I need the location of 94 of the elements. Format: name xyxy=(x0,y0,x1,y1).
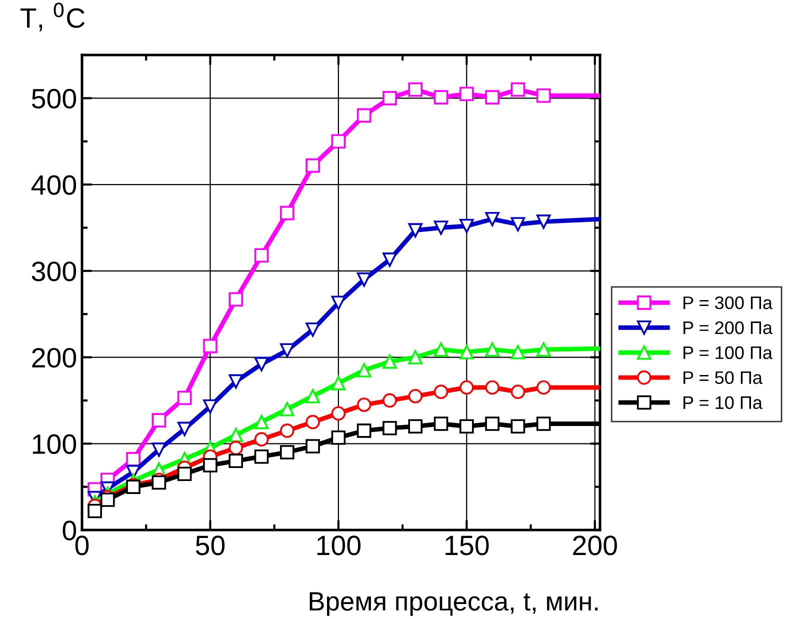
point xyxy=(280,206,294,220)
point xyxy=(434,90,448,104)
point xyxy=(152,442,166,457)
point xyxy=(536,342,551,357)
point xyxy=(536,416,551,431)
point xyxy=(100,492,115,507)
x-tick-label: 0 xyxy=(75,536,89,556)
x-tick-label: 100 xyxy=(317,536,361,556)
x-tick-label: 150 xyxy=(446,536,489,556)
legend-label: P = 200 Па xyxy=(684,321,772,334)
point xyxy=(536,380,551,395)
point xyxy=(382,91,397,106)
point xyxy=(510,344,526,360)
point xyxy=(510,419,526,434)
point xyxy=(382,393,397,408)
point xyxy=(228,454,244,468)
point xyxy=(228,374,244,389)
point xyxy=(408,350,423,364)
point xyxy=(254,432,269,446)
x-tick-label: 200 xyxy=(573,536,617,556)
point xyxy=(254,414,269,430)
point xyxy=(382,354,397,369)
x-tick-label: 50 xyxy=(196,536,225,556)
legend-label: P = 50 Па xyxy=(684,371,762,384)
point xyxy=(356,424,372,438)
point xyxy=(536,88,551,103)
y-tick-label: 100 xyxy=(32,434,76,454)
point xyxy=(152,413,166,428)
point xyxy=(408,388,423,404)
x-axis-title: Время процесса, t, мин. xyxy=(310,592,598,616)
point xyxy=(460,344,474,360)
point xyxy=(331,134,346,149)
point xyxy=(382,252,397,267)
point xyxy=(331,430,346,445)
point xyxy=(203,458,218,472)
point xyxy=(434,342,448,357)
point xyxy=(485,380,500,395)
point xyxy=(356,363,372,378)
point xyxy=(460,86,474,102)
point xyxy=(510,217,526,232)
point xyxy=(331,406,346,421)
point xyxy=(203,338,218,354)
point xyxy=(460,419,474,434)
point xyxy=(434,416,448,431)
point xyxy=(280,343,294,358)
point xyxy=(408,419,423,434)
point xyxy=(485,90,500,104)
point xyxy=(356,272,372,287)
point xyxy=(356,398,372,412)
point xyxy=(177,390,192,406)
point xyxy=(485,212,500,226)
point xyxy=(510,384,526,399)
y-tick-label: 500 xyxy=(32,88,76,109)
point xyxy=(254,357,269,372)
point xyxy=(280,402,294,416)
point xyxy=(228,428,244,442)
y-tick-label: 0 xyxy=(62,520,76,540)
point xyxy=(88,504,102,518)
point xyxy=(306,158,320,173)
point xyxy=(485,416,500,431)
point xyxy=(228,292,244,307)
point xyxy=(485,342,500,357)
point xyxy=(382,420,397,436)
point xyxy=(126,452,140,466)
point xyxy=(177,466,192,482)
point xyxy=(254,248,269,263)
point xyxy=(460,218,474,234)
point xyxy=(306,322,320,337)
point xyxy=(280,445,294,460)
y-tick-label: 400 xyxy=(31,175,76,195)
point xyxy=(434,384,448,399)
point xyxy=(177,422,192,436)
point xyxy=(306,388,320,404)
point xyxy=(460,380,474,395)
point xyxy=(306,439,320,454)
point xyxy=(280,424,294,438)
point xyxy=(331,376,346,390)
y-tick-label: 200 xyxy=(32,348,76,368)
point xyxy=(306,414,320,430)
point xyxy=(203,399,218,414)
legend-label: P = 10 Па xyxy=(684,396,762,410)
point xyxy=(408,223,423,238)
point xyxy=(356,108,372,123)
point xyxy=(331,296,346,310)
y-tick-label: 300 xyxy=(32,262,76,282)
y-axis-title: T, $^{0}$C xyxy=(20,2,85,32)
point xyxy=(434,220,448,235)
legend-label: P = 100 Па xyxy=(684,346,772,360)
legend-label: P = 300 Па xyxy=(684,296,772,310)
point xyxy=(536,214,551,229)
point xyxy=(228,440,244,456)
point xyxy=(408,82,423,97)
point xyxy=(254,449,269,464)
point xyxy=(510,82,526,97)
